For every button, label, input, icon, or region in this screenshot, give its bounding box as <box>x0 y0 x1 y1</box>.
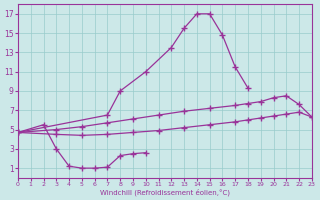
X-axis label: Windchill (Refroidissement éolien,°C): Windchill (Refroidissement éolien,°C) <box>100 188 230 196</box>
